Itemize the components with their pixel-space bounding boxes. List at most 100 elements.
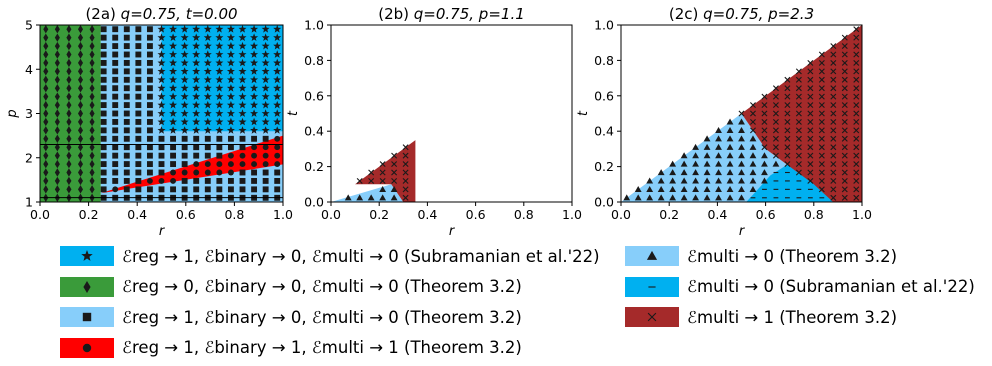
marker-triangle	[749, 152, 757, 159]
marker-square	[181, 177, 188, 184]
marker-diamond	[54, 84, 60, 93]
marker-circle	[170, 177, 177, 184]
marker-square	[146, 85, 153, 92]
marker-diamond	[89, 168, 95, 177]
marker-triangle	[715, 177, 722, 184]
marker-star	[261, 126, 270, 134]
marker-diamond	[66, 176, 72, 186]
marker-x	[761, 144, 768, 151]
marker-star	[250, 33, 259, 41]
marker-square	[100, 144, 107, 151]
marker-star	[226, 84, 235, 92]
marker-star	[169, 117, 178, 126]
marker-square	[123, 110, 130, 117]
marker-x	[830, 76, 837, 83]
marker-triangle	[692, 177, 699, 184]
marker-circle	[239, 152, 246, 159]
legend-marker-diamond	[83, 280, 91, 293]
marker-x	[379, 161, 386, 168]
marker-circle	[239, 161, 246, 168]
marker-star	[169, 92, 178, 100]
marker-square	[216, 152, 223, 159]
marker-square	[112, 135, 119, 142]
legend-entry: ℰreg → 0, ℰbinary → 0, ℰmulti → 0 (Theor…	[60, 275, 522, 299]
marker-triangle	[657, 194, 665, 201]
legend-swatch	[60, 246, 114, 266]
marker-x	[818, 135, 825, 142]
marker-x	[807, 118, 814, 125]
marker-x	[379, 169, 386, 176]
marker-star	[169, 75, 178, 84]
y-tick-label: 5	[25, 18, 33, 33]
marker-x	[784, 76, 791, 83]
marker-square	[112, 93, 119, 100]
marker-square	[100, 43, 107, 50]
marker-diamond	[66, 185, 72, 194]
marker-star	[238, 126, 247, 134]
y-tick-label: 0.2	[304, 159, 324, 174]
x-tick-label: 0.0	[30, 207, 50, 222]
marker-x	[379, 177, 386, 184]
marker-star	[157, 126, 166, 134]
marker-star	[226, 58, 235, 67]
legend-label: ℰreg → 1, ℰbinary → 1, ℰmulti → 1 (Theor…	[122, 338, 522, 357]
marker-x	[830, 43, 837, 50]
marker-x	[841, 127, 848, 134]
marker-square	[170, 161, 177, 168]
marker-diamond	[43, 117, 49, 127]
marker-circle	[216, 161, 223, 168]
marker-star	[226, 100, 235, 109]
marker-x	[830, 85, 837, 92]
marker-square	[251, 135, 258, 142]
marker-diamond	[77, 168, 84, 177]
figure: 0.0 0.2 0.4 0.6 0.8 1.0 1 2 3 4 5 r p (2a) q=0.75, t=…	[5, 5, 872, 239]
marker-x	[818, 68, 825, 75]
marker-square	[100, 127, 107, 134]
marker-star	[215, 67, 224, 75]
marker-x	[784, 152, 791, 159]
marker-star	[215, 41, 224, 50]
marker-x	[761, 93, 768, 100]
marker-diamond	[54, 126, 60, 135]
marker-square	[123, 118, 130, 125]
marker-diamond	[43, 58, 49, 68]
marker-diamond	[66, 151, 72, 160]
marker-x	[841, 93, 848, 100]
marker-star	[180, 92, 189, 100]
marker-diamond	[54, 134, 60, 143]
marker-x	[818, 85, 825, 92]
x-tick-label: 0.8	[514, 207, 534, 222]
marker-star	[273, 58, 282, 67]
marker-diamond	[66, 33, 72, 42]
marker-square	[123, 102, 130, 109]
marker-star	[180, 33, 189, 41]
marker-circle	[170, 169, 177, 176]
x-tick-label: 0.2	[369, 207, 389, 222]
marker-triangle	[680, 185, 688, 192]
marker-square	[262, 135, 269, 142]
legend-label: ℰreg → 1, ℰbinary → 0, ℰmulti → 0 (Subra…	[122, 246, 600, 266]
marker-x	[795, 135, 802, 142]
marker-diamond	[54, 168, 60, 177]
marker-star	[203, 41, 212, 50]
y-tick-label: 0.2	[594, 159, 614, 174]
marker-triangle	[680, 169, 688, 176]
y-tick-label: 2	[25, 150, 33, 165]
marker-square	[204, 135, 211, 142]
x-axis-label: r	[449, 224, 456, 239]
marker-diamond	[77, 151, 84, 160]
marker-triangle	[680, 152, 688, 159]
marker-star	[192, 84, 201, 92]
marker-triangle	[703, 135, 711, 142]
marker-square	[135, 169, 142, 176]
marker-square	[100, 152, 107, 159]
marker-star	[192, 75, 201, 84]
legend-marker-x	[647, 312, 657, 322]
marker-x	[795, 85, 802, 92]
marker-star	[203, 67, 212, 75]
marker-square	[181, 161, 188, 168]
marker-circle	[251, 152, 258, 159]
marker-square	[112, 68, 119, 75]
marker-square	[216, 177, 223, 184]
marker-triangle	[646, 177, 654, 184]
